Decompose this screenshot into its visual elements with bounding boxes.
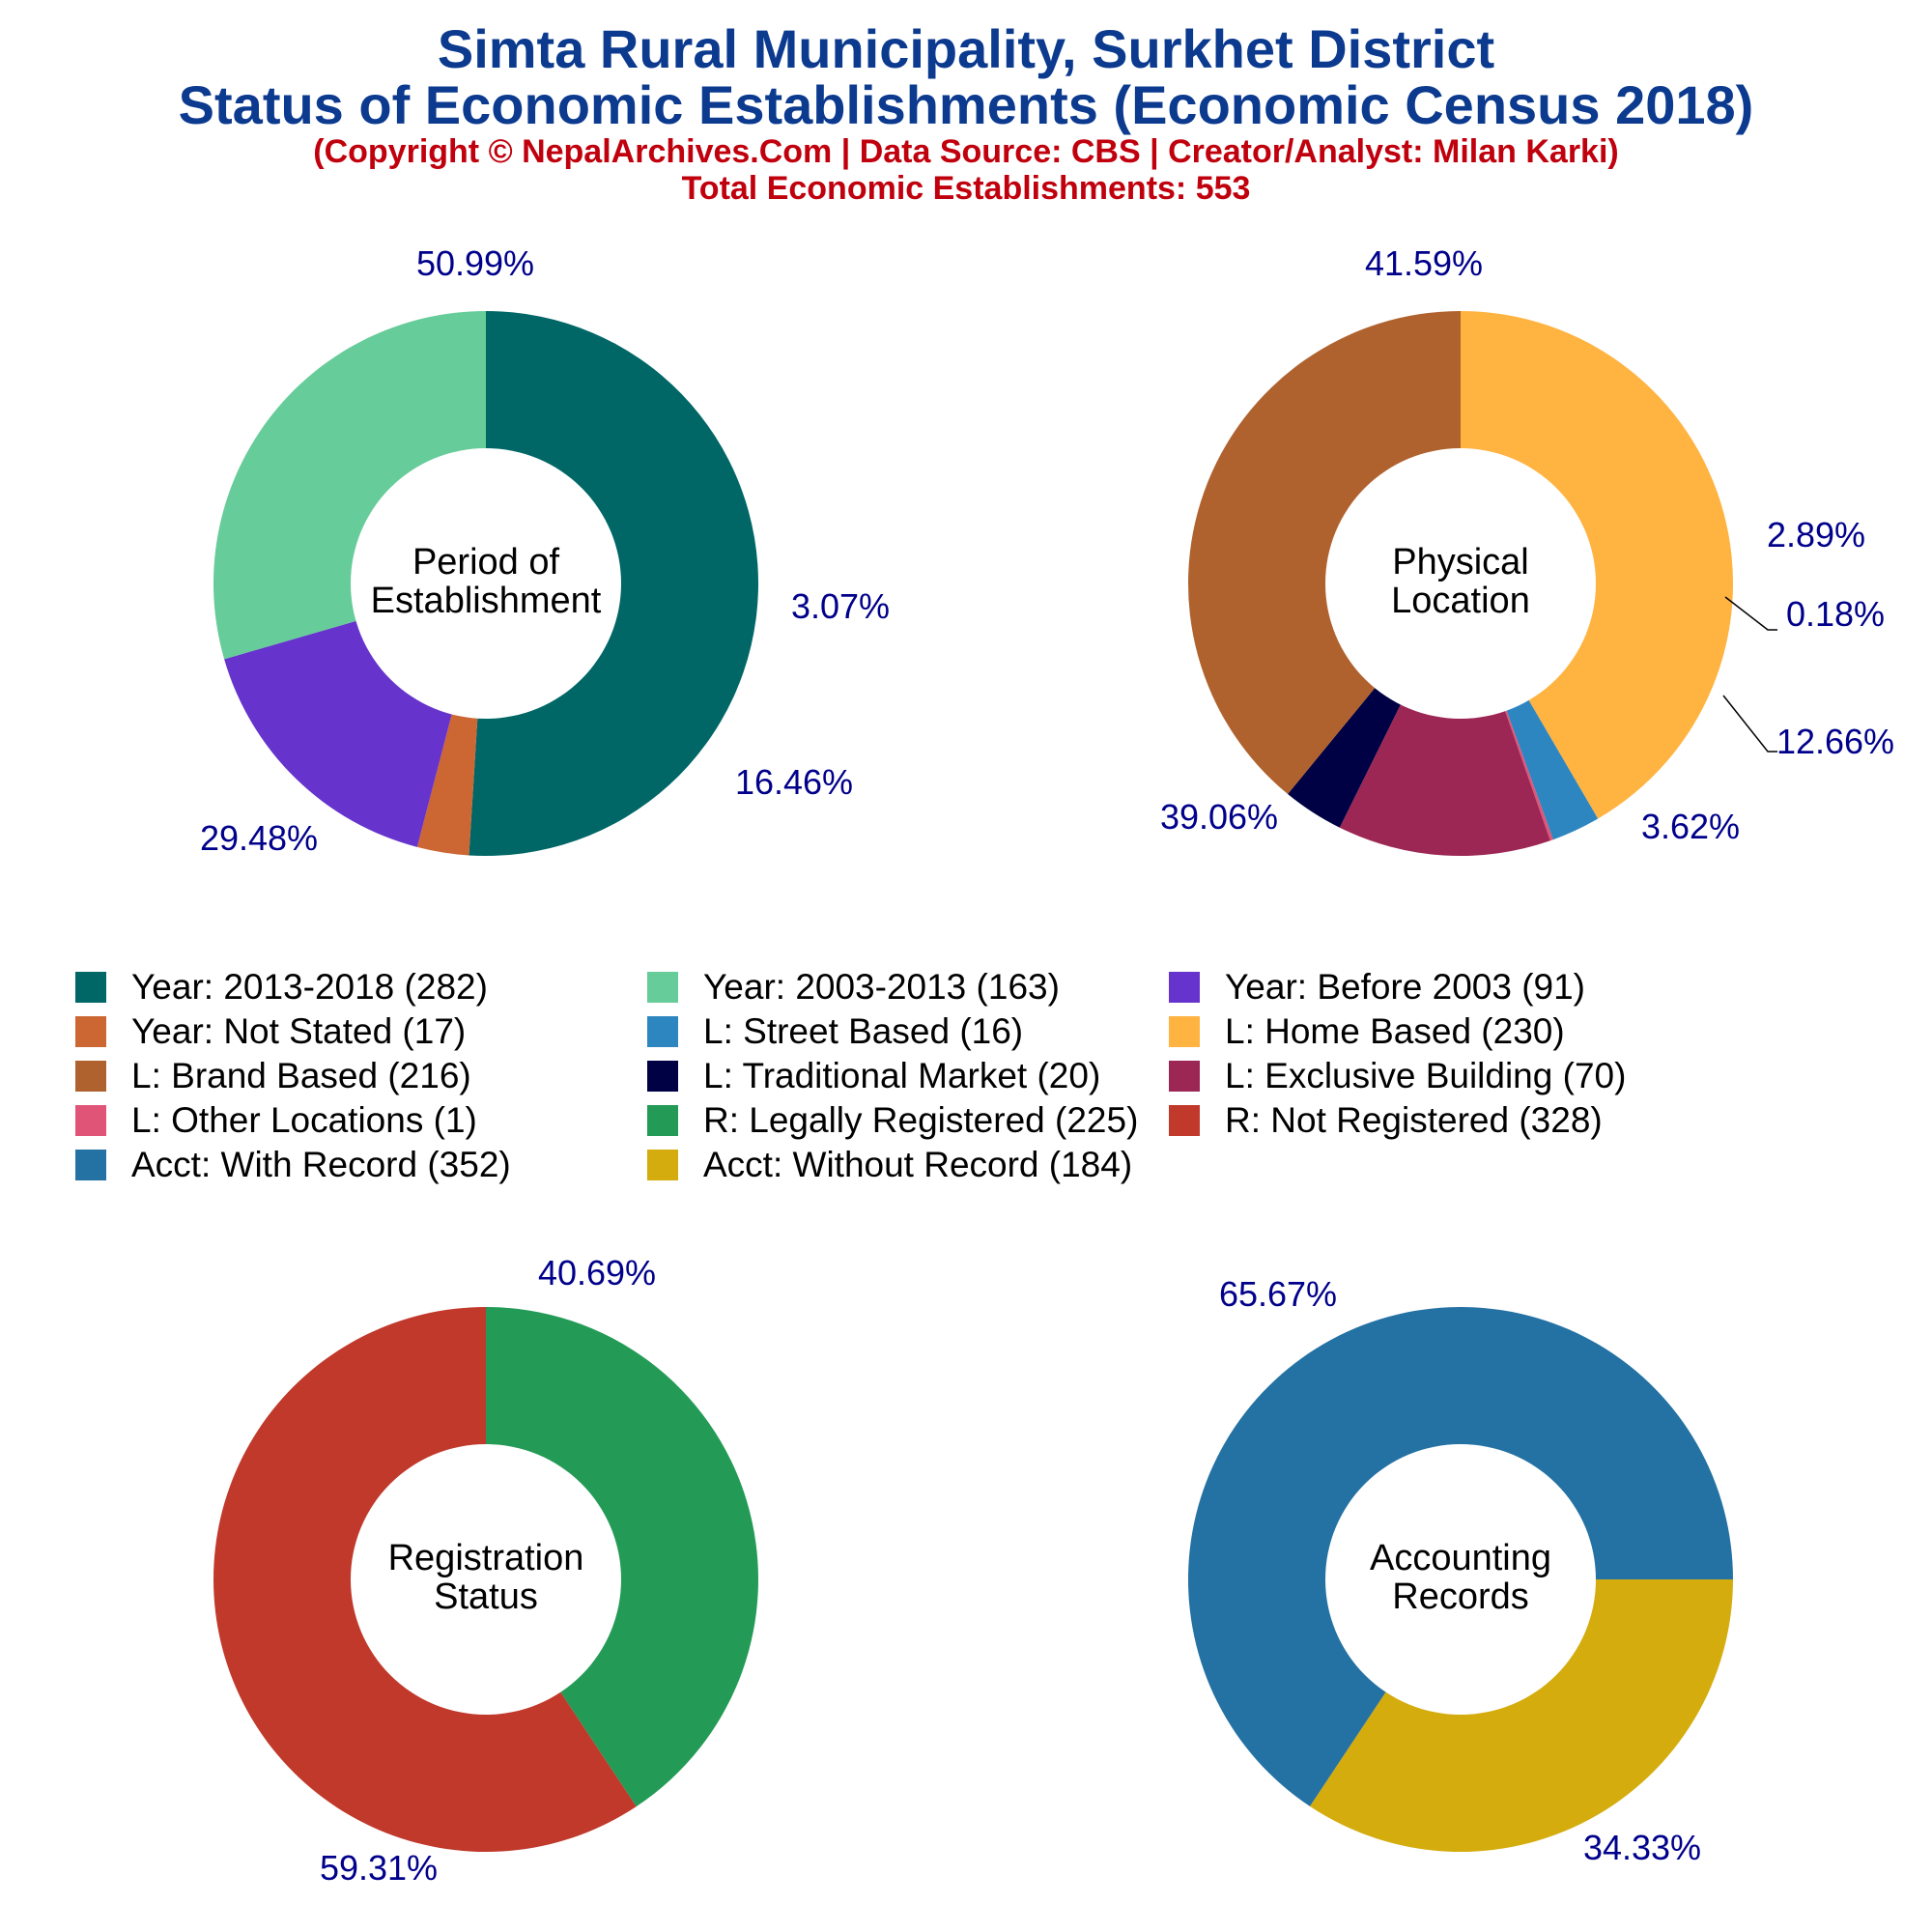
slice-percent-label: 34.33% xyxy=(1583,1828,1701,1867)
legend-item: Year: 2003-2013 (163) xyxy=(647,966,1060,1009)
chart-header: Simta Rural Municipality, Surkhet Distri… xyxy=(0,18,1932,208)
legend-swatch xyxy=(1169,1105,1200,1136)
legend-item: Year: Not Stated (17) xyxy=(75,1010,466,1053)
legend-item: L: Street Based (16) xyxy=(647,1010,1023,1053)
legend-label: R: Not Registered (328) xyxy=(1225,1100,1603,1140)
legend-label: Acct: Without Record (184) xyxy=(703,1145,1133,1184)
slice-percent-label: 50.99% xyxy=(416,243,534,283)
legend-label: L: Other Locations (1) xyxy=(131,1100,477,1140)
legend-label: L: Street Based (16) xyxy=(703,1011,1024,1051)
donut-center-label: Period of xyxy=(412,542,560,582)
donut-center-label: Location xyxy=(1391,581,1530,621)
legend-swatch xyxy=(647,1105,678,1136)
legend-item: R: Not Registered (328) xyxy=(1169,1099,1603,1142)
slice-percent-label: 59.31% xyxy=(320,1848,438,1888)
legend-item: Year: Before 2003 (91) xyxy=(1169,966,1585,1009)
legend-swatch xyxy=(647,972,678,1003)
legend-swatch xyxy=(75,1061,106,1092)
slice-percent-label: 16.46% xyxy=(735,762,853,802)
donut-center-label: Establishment xyxy=(371,581,602,621)
legend-item: L: Home Based (230) xyxy=(1169,1010,1565,1053)
donut-center-label: Records xyxy=(1392,1577,1529,1617)
donut-hole xyxy=(1325,448,1596,719)
slice-percent-label: 2.89% xyxy=(1767,515,1865,554)
title-line-1: Simta Rural Municipality, Surkhet Distri… xyxy=(437,18,1495,79)
legend-label: L: Home Based (230) xyxy=(1225,1011,1565,1051)
donut-center-label: Status xyxy=(434,1577,538,1617)
slice-percent-label: 29.48% xyxy=(200,818,318,858)
legend-swatch xyxy=(647,1061,678,1092)
legend-label: Year: Not Stated (17) xyxy=(131,1011,467,1051)
label-leader-line xyxy=(1724,596,1777,631)
legend-label: L: Traditional Market (20) xyxy=(703,1056,1101,1095)
legend-item: Acct: With Record (352) xyxy=(75,1144,511,1186)
legend-item: Acct: Without Record (184) xyxy=(647,1144,1132,1186)
legend-label: Year: Before 2003 (91) xyxy=(1225,967,1585,1007)
legend-swatch xyxy=(1169,1061,1200,1092)
legend-swatch xyxy=(647,1016,678,1047)
legend-label: Year: 2013-2018 (282) xyxy=(131,967,488,1007)
legend-swatch xyxy=(75,1016,106,1047)
legend-label: R: Legally Registered (225) xyxy=(703,1100,1139,1140)
legend-item: Year: 2013-2018 (282) xyxy=(75,966,488,1009)
legend-label: L: Exclusive Building (70) xyxy=(1225,1056,1627,1095)
legend-item: L: Other Locations (1) xyxy=(75,1099,477,1142)
legend-item: L: Exclusive Building (70) xyxy=(1169,1055,1626,1097)
legend-swatch xyxy=(1169,1016,1200,1047)
legend-label: L: Brand Based (216) xyxy=(131,1056,471,1095)
legend-swatch xyxy=(647,1150,678,1180)
slice-percent-label: 3.62% xyxy=(1641,807,1740,846)
donut-center-label: Accounting xyxy=(1370,1538,1551,1578)
label-leader-line xyxy=(1722,695,1777,753)
legend-swatch xyxy=(1169,972,1200,1003)
slice-percent-label: 40.69% xyxy=(538,1253,656,1293)
donut-hole xyxy=(351,1444,621,1715)
copyright-line: (Copyright © NepalArchives.Com | Data So… xyxy=(313,133,1619,170)
slice-percent-label: 39.06% xyxy=(1160,797,1278,837)
donut-center-label: Registration xyxy=(388,1538,584,1578)
slice-percent-label: 65.67% xyxy=(1219,1274,1337,1314)
legend-label: Year: 2003-2013 (163) xyxy=(703,967,1060,1007)
legend-swatch xyxy=(75,1105,106,1136)
total-line: Total Economic Establishments: 553 xyxy=(681,170,1251,207)
legend-swatch xyxy=(75,972,106,1003)
slice-percent-label: 41.59% xyxy=(1365,243,1483,283)
legend-item: L: Brand Based (216) xyxy=(75,1055,471,1097)
title-line-2: Status of Economic Establishments (Econo… xyxy=(178,74,1754,135)
donut-hole xyxy=(1325,1444,1596,1715)
legend-swatch xyxy=(75,1150,106,1180)
donut-slice xyxy=(1188,311,1461,794)
legend-label: Acct: With Record (352) xyxy=(131,1145,511,1184)
slice-percent-label: 3.07% xyxy=(791,586,890,626)
donut-center-label: Physical xyxy=(1392,542,1529,582)
donut-hole xyxy=(351,448,621,719)
slice-percent-label: 0.18% xyxy=(1786,594,1885,634)
legend-item: L: Traditional Market (20) xyxy=(647,1055,1100,1097)
donut-slice xyxy=(1339,583,1550,856)
legend-item: R: Legally Registered (225) xyxy=(647,1099,1138,1142)
slice-percent-label: 12.66% xyxy=(1776,722,1894,761)
